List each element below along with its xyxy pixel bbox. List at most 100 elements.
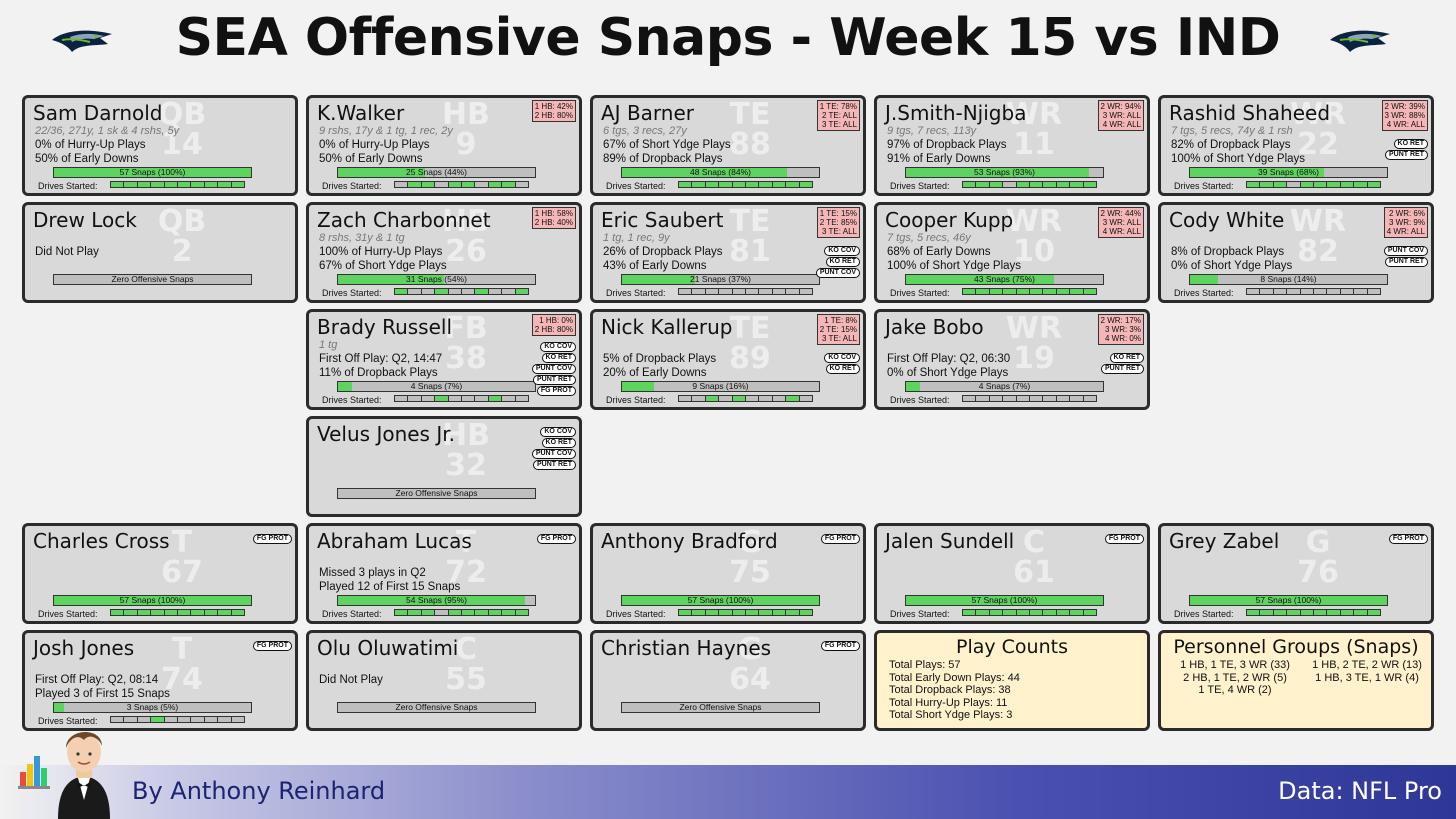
snap-bar-fill [54, 168, 251, 177]
drive-cell [798, 181, 813, 188]
snap-bar-fill [338, 596, 526, 605]
special-teams-badge: PUNT COV [531, 449, 576, 459]
jersey-number: 2 [171, 234, 193, 269]
special-teams-badge: FG PROT [1104, 534, 1144, 544]
drive-cell [1326, 181, 1341, 188]
personnel-pct-box: 1 TE: 15% 2 TE: 85% 3 TE: ALL [816, 207, 860, 238]
player-note: First Off Play: Q2, 08:14 [35, 674, 159, 686]
drive-cell [758, 609, 773, 616]
player-name: Eric Saubert [601, 208, 724, 232]
snap-bar: 53 Snaps (93%) [905, 167, 1104, 178]
snap-bar: 9 Snaps (16%) [621, 381, 820, 392]
drive-cell [771, 181, 787, 188]
drive-cell [1366, 288, 1381, 295]
play-count-line: Total Short Ydge Plays: 3 [889, 709, 1013, 721]
play-count-line: Total Plays: 57 [889, 659, 961, 671]
drives-started-track [394, 181, 529, 188]
special-teams-badge: PUNT RET [533, 460, 576, 470]
player-card: HB 9 K.Walker 9 rshs, 17y & 1 tg, 1 rec, 2y… [306, 95, 582, 196]
drive-cell [460, 395, 476, 402]
drive-cell [785, 609, 800, 616]
snap-bar-fill [1190, 596, 1387, 605]
drive-cell [447, 609, 462, 616]
personnel-pct: 3 TE: ALL [822, 120, 857, 129]
special-teams-badge: KO RET [1109, 353, 1144, 363]
player-card: T 72 Abraham Lucas Missed 3 plays in Q2 Play… [306, 523, 582, 624]
player-note: Missed 3 plays in Q2 [319, 567, 426, 579]
player-name: Velus Jones Jr. [317, 422, 455, 446]
drive-cell [1002, 609, 1017, 616]
player-name: J.Smith-Njigba [885, 101, 1027, 125]
player-note: 82% of Dropback Plays [1171, 139, 1291, 151]
drive-cell [731, 288, 746, 295]
position-watermark: G 76 [1263, 528, 1373, 588]
drive-cell [771, 288, 787, 295]
drive-cell [514, 395, 529, 402]
drive-cell [1272, 181, 1288, 188]
drives-started-track [678, 288, 813, 295]
drive-cell [1272, 609, 1288, 616]
personnel-pct-box: 2 WR: 94% 3 WR: ALL 4 WR: ALL [1097, 100, 1144, 131]
personnel-pct: 3 TE: ALL [822, 227, 857, 236]
drive-cell [123, 181, 138, 188]
drive-cell [1069, 288, 1084, 295]
drive-cell [447, 395, 462, 402]
drive-cell [1055, 181, 1071, 188]
drive-cell [744, 395, 760, 402]
player-name: Josh Jones [33, 636, 135, 660]
personnel-pct: 2 WR: 39% [1384, 102, 1425, 111]
drive-cell [434, 395, 449, 402]
snap-count: 43 Snaps (75%) [974, 274, 1035, 284]
drive-cell [691, 609, 706, 616]
drive-cell [394, 181, 409, 188]
personnel-pct: 2 HB: 80% [534, 111, 573, 120]
position-label: G [737, 525, 763, 560]
drive-cell [150, 716, 165, 723]
drive-cell [691, 288, 706, 295]
snap-bar-fill [54, 596, 251, 605]
player-name: Cooper Kupp [885, 208, 1014, 232]
player-note: 91% of Early Downs [887, 153, 991, 165]
drive-cell [785, 395, 800, 402]
drive-cell [1055, 288, 1071, 295]
snap-bar-fill [54, 703, 64, 712]
special-teams-badge: FG PROT [252, 534, 292, 544]
player-name: Cody White [1169, 208, 1285, 232]
drive-cell [190, 716, 205, 723]
drive-cell [230, 181, 245, 188]
drive-cell [474, 181, 489, 188]
personnel-pct: 1 HB: 42% [534, 102, 573, 111]
snap-count: 31 Snaps (54%) [406, 274, 467, 284]
drive-cell [988, 395, 1004, 402]
drive-cell [975, 181, 990, 188]
jersey-number: 32 [445, 448, 487, 483]
player-name: Anthony Bradford [601, 529, 778, 553]
drive-cell [1246, 609, 1261, 616]
personnel-left-col: 1 HB, 1 TE, 3 WR (33) 2 HB, 1 TE, 2 WR (… [1169, 659, 1301, 697]
special-teams-badge: FG PROT [536, 386, 576, 396]
personnel-line: 2 HB, 1 TE, 2 WR (5) [1183, 671, 1287, 684]
drive-cell [1069, 395, 1084, 402]
play-count-line: Total Dropback Plays: 38 [889, 684, 1011, 696]
special-teams-badge: KO COV [824, 353, 860, 363]
drive-cell [758, 288, 773, 295]
snap-bar-fill [906, 382, 920, 391]
snap-count: 57 Snaps (100%) [1255, 595, 1322, 605]
drives-started-track [678, 395, 813, 402]
snap-bar-fill [1190, 168, 1324, 177]
drive-cell [678, 288, 693, 295]
personnel-pct: 2 TE: ALL [822, 111, 857, 120]
personnel-pct: 2 WR: 17% [1100, 316, 1141, 325]
drive-cell [1246, 288, 1261, 295]
drive-cell [731, 609, 746, 616]
personnel-pct: 3 TE: ALL [822, 334, 857, 343]
personnel-pct-box: 2 WR: 44% 3 WR: ALL 4 WR: ALL [1097, 207, 1144, 238]
player-note: First Off Play: Q2, 06:30 [887, 353, 1011, 365]
player-card: T 74 Josh Jones First Off Play: Q2, 08:14 Pl… [22, 630, 298, 731]
drive-cell [447, 288, 462, 295]
player-name: Brady Russell [317, 315, 453, 339]
drive-cell [217, 181, 232, 188]
snap-bar: Zero Offensive Snaps [337, 702, 536, 713]
snap-count: 3 Snaps (5%) [126, 702, 179, 712]
drive-cell [704, 609, 720, 616]
